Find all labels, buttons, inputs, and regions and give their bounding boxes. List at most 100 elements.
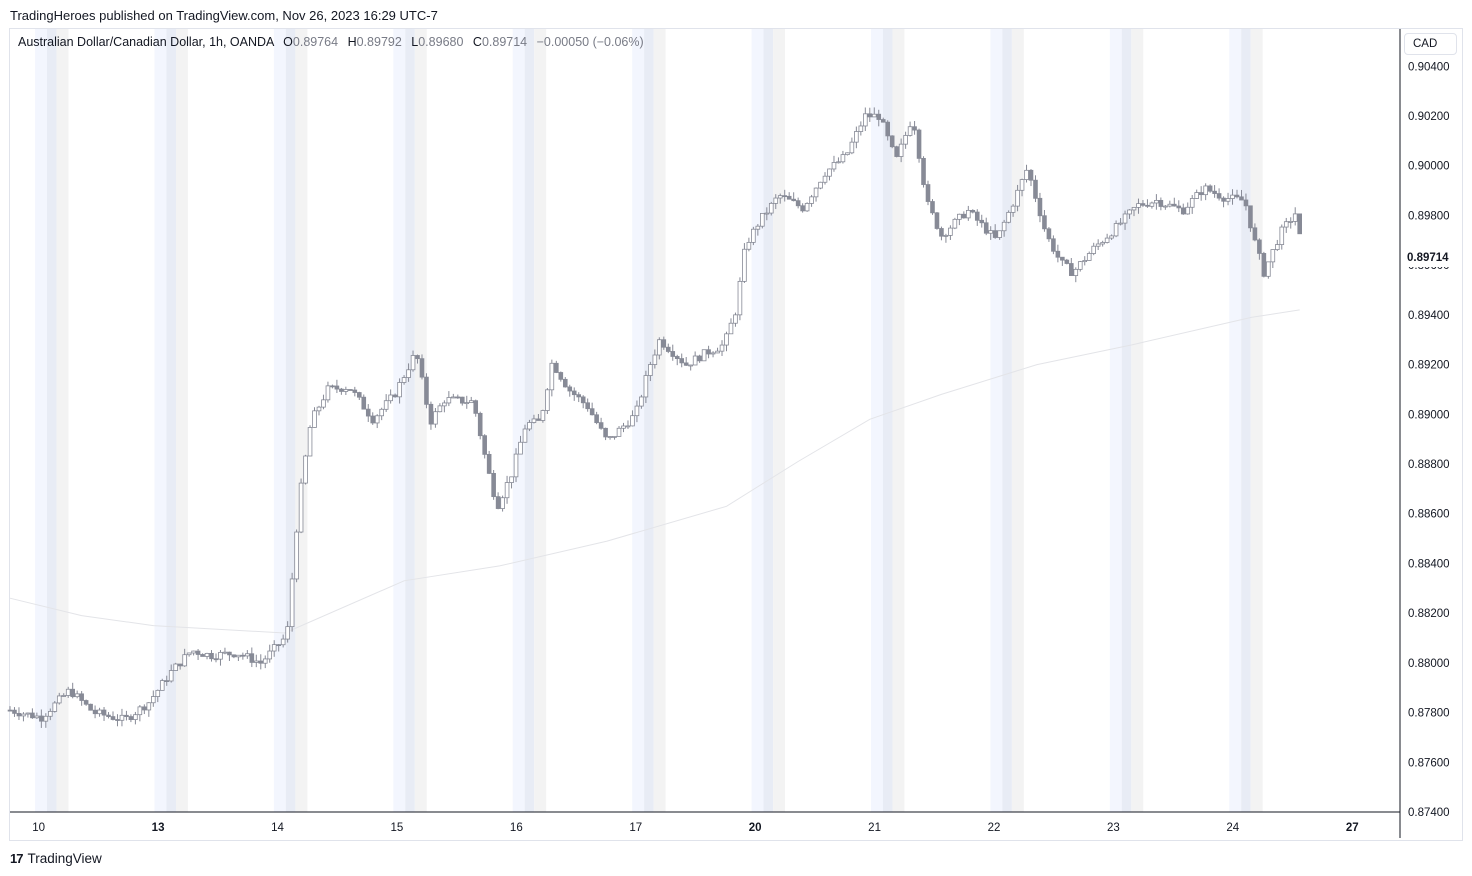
candle-body — [863, 113, 868, 127]
candle-body — [800, 205, 805, 212]
candle-body — [706, 349, 711, 355]
candle-body — [1212, 190, 1217, 194]
candle-body — [554, 362, 559, 373]
candle-body — [858, 125, 864, 132]
candle-body — [218, 651, 223, 660]
candle-body — [424, 376, 429, 405]
candle-body — [1180, 207, 1186, 215]
candle-body — [39, 715, 44, 722]
candle-body — [1203, 185, 1208, 196]
candle-body — [728, 322, 734, 335]
candle-body — [997, 230, 1002, 238]
candle-body — [679, 358, 685, 364]
candle-body — [1024, 169, 1029, 180]
candle-body — [442, 402, 447, 407]
candle-body — [419, 358, 425, 378]
candle-body — [348, 389, 353, 391]
candle-body — [1279, 226, 1285, 245]
x-tick-label: 27 — [1346, 822, 1359, 834]
candle-body — [61, 695, 67, 697]
session-band-europe — [295, 29, 308, 812]
candle-body — [1252, 227, 1258, 241]
candle-body — [1006, 211, 1011, 223]
candle-body — [1167, 203, 1173, 207]
candle-body — [52, 702, 58, 712]
candle-body — [428, 403, 434, 425]
candle-body — [1185, 206, 1191, 215]
tradingview-logo[interactable]: 17 TradingView — [10, 851, 102, 866]
candle-body — [742, 248, 747, 282]
tradingview-logo-text: TradingView — [27, 851, 102, 866]
x-tick-label: 22 — [988, 822, 1001, 834]
y-tick-label: 0.89200 — [1408, 360, 1450, 372]
candle-body — [451, 396, 456, 399]
session-band-asia — [512, 29, 525, 812]
candle-body — [253, 660, 259, 663]
candle-body — [370, 415, 376, 424]
candle-body — [468, 400, 474, 404]
close-value: 0.89714 — [481, 35, 528, 49]
candle-body — [1073, 268, 1079, 276]
candle-body — [437, 405, 443, 413]
candle-body — [1172, 203, 1177, 207]
x-tick-label: 21 — [868, 822, 881, 834]
candle-body — [415, 355, 420, 360]
candle-body — [1069, 263, 1074, 276]
candle-body — [1194, 192, 1199, 199]
candle-body — [1127, 209, 1132, 215]
candle-body — [477, 412, 483, 437]
x-tick-label: 24 — [1226, 822, 1239, 834]
candle-body — [1118, 222, 1123, 225]
candle-body — [48, 711, 53, 717]
candle-body — [580, 396, 586, 404]
candle-body — [280, 638, 286, 646]
candle-body — [818, 181, 823, 189]
candle-body — [616, 427, 622, 437]
candle-body — [168, 670, 174, 682]
candle-body — [142, 706, 147, 711]
candle-body — [267, 650, 273, 660]
candle-body — [733, 314, 738, 324]
candle-body — [374, 415, 380, 424]
y-tick-label: 0.90200 — [1408, 111, 1450, 123]
candle-body — [236, 654, 241, 658]
candle-body — [325, 385, 331, 401]
candle-body — [648, 364, 653, 376]
candle-body — [639, 396, 644, 407]
candle-body — [1042, 215, 1047, 230]
candle-body — [1028, 169, 1034, 181]
candle-body — [822, 175, 828, 183]
candle-body — [115, 719, 120, 721]
candle-body — [392, 394, 398, 398]
candle-body — [625, 425, 631, 428]
y-tick-label: 0.88400 — [1408, 558, 1450, 570]
ma-line — [9, 309, 1300, 634]
candle-body — [1149, 202, 1155, 207]
candle-body — [795, 200, 801, 207]
candle-body — [1086, 253, 1092, 261]
candle-body — [79, 693, 84, 701]
candle-body — [1275, 244, 1280, 250]
y-tick-label: 0.87600 — [1408, 757, 1450, 769]
moving-average — [9, 309, 1300, 634]
y-tick-label: 0.87400 — [1408, 807, 1450, 819]
session-band-asia — [393, 29, 406, 812]
candle-body — [182, 654, 187, 667]
candle-body — [1248, 205, 1253, 229]
symbol-title[interactable]: Australian Dollar/Canadian Dollar, 1h, O… — [18, 35, 274, 49]
candle-body — [737, 280, 743, 316]
candle-body — [1261, 253, 1267, 277]
session-band-overlap — [763, 29, 774, 812]
candle-body — [97, 709, 102, 715]
candle-body — [1037, 197, 1043, 217]
currency-badge[interactable]: CAD — [1404, 33, 1457, 55]
candle-body — [562, 378, 568, 388]
candle-body — [1207, 185, 1213, 192]
x-tick-label: 10 — [32, 822, 45, 834]
candle-body — [840, 154, 846, 163]
y-tick-label: 0.88000 — [1408, 658, 1450, 670]
candle-body — [88, 703, 93, 711]
candle-body — [83, 700, 89, 705]
candle-body — [764, 212, 770, 215]
